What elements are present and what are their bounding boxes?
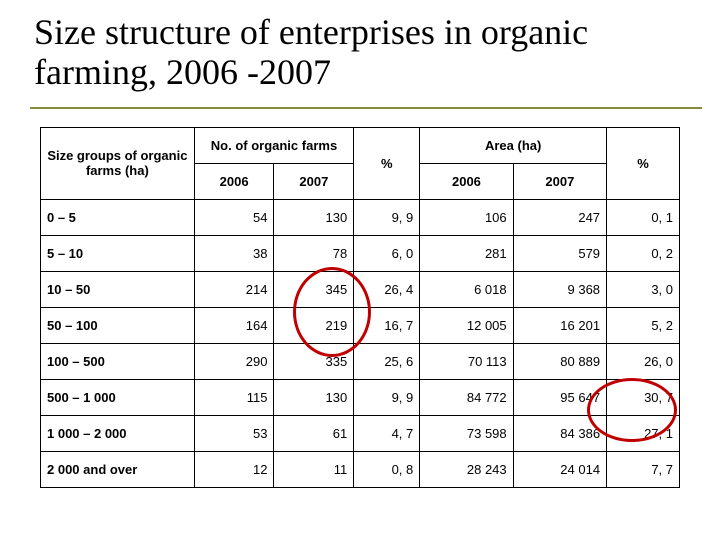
title-area: Size structure of enterprises in organic… <box>0 0 720 99</box>
cell: 290 <box>194 343 274 379</box>
table-row: 0 – 5 54 130 9, 9 106 247 0, 1 <box>41 199 680 235</box>
cell: 9 368 <box>513 271 606 307</box>
cell: 80 889 <box>513 343 606 379</box>
th-f2007: 2007 <box>274 163 354 199</box>
table-row: 50 – 100 164 219 16, 7 12 005 16 201 5, … <box>41 307 680 343</box>
th-no-farms: No. of organic farms <box>194 127 353 163</box>
table-row: 5 – 10 38 78 6, 0 281 579 0, 2 <box>41 235 680 271</box>
cell: 30, 7 <box>607 379 680 415</box>
cell: 130 <box>274 379 354 415</box>
cell-label: 2 000 and over <box>41 451 195 487</box>
cell: 24 014 <box>513 451 606 487</box>
cell: 3, 0 <box>607 271 680 307</box>
cell: 70 113 <box>420 343 513 379</box>
table-row: 100 – 500 290 335 25, 6 70 113 80 889 26… <box>41 343 680 379</box>
cell: 16 201 <box>513 307 606 343</box>
cell: 12 005 <box>420 307 513 343</box>
data-table: Size groups of organic farms (ha) No. of… <box>40 127 680 488</box>
cell: 247 <box>513 199 606 235</box>
cell-label: 100 – 500 <box>41 343 195 379</box>
cell: 12 <box>194 451 274 487</box>
th-area: Area (ha) <box>420 127 607 163</box>
cell: 214 <box>194 271 274 307</box>
slide-title: Size structure of enterprises in organic… <box>34 12 692 93</box>
cell: 164 <box>194 307 274 343</box>
th-a2006: 2006 <box>420 163 513 199</box>
cell: 11 <box>274 451 354 487</box>
cell: 38 <box>194 235 274 271</box>
th-a2007: 2007 <box>513 163 606 199</box>
header-row-1: Size groups of organic farms (ha) No. of… <box>41 127 680 163</box>
cell: 6 018 <box>420 271 513 307</box>
cell: 130 <box>274 199 354 235</box>
cell-label: 5 – 10 <box>41 235 195 271</box>
cell: 26, 4 <box>354 271 420 307</box>
slide: { "title": "Size structure of enterprise… <box>0 0 720 540</box>
cell-label: 1 000 – 2 000 <box>41 415 195 451</box>
cell: 9, 9 <box>354 199 420 235</box>
cell: 28 243 <box>420 451 513 487</box>
cell: 84 772 <box>420 379 513 415</box>
cell: 0, 2 <box>607 235 680 271</box>
table-row: 2 000 and over 12 11 0, 8 28 243 24 014 … <box>41 451 680 487</box>
table-row: 500 – 1 000 115 130 9, 9 84 772 95 647 3… <box>41 379 680 415</box>
cell: 219 <box>274 307 354 343</box>
th-size-groups: Size groups of organic farms (ha) <box>41 127 195 199</box>
table-row: 10 – 50 214 345 26, 4 6 018 9 368 3, 0 <box>41 271 680 307</box>
cell: 345 <box>274 271 354 307</box>
cell: 7, 7 <box>607 451 680 487</box>
table-container: Size groups of organic farms (ha) No. of… <box>0 109 720 488</box>
cell: 4, 7 <box>354 415 420 451</box>
cell: 9, 9 <box>354 379 420 415</box>
th-pct-1: % <box>354 127 420 199</box>
cell: 78 <box>274 235 354 271</box>
cell: 61 <box>274 415 354 451</box>
cell: 84 386 <box>513 415 606 451</box>
th-f2006: 2006 <box>194 163 274 199</box>
cell: 335 <box>274 343 354 379</box>
cell: 54 <box>194 199 274 235</box>
cell: 6, 0 <box>354 235 420 271</box>
cell-label: 10 – 50 <box>41 271 195 307</box>
cell: 95 647 <box>513 379 606 415</box>
cell-label: 50 – 100 <box>41 307 195 343</box>
cell: 579 <box>513 235 606 271</box>
cell: 106 <box>420 199 513 235</box>
cell: 5, 2 <box>607 307 680 343</box>
table-row: 1 000 – 2 000 53 61 4, 7 73 598 84 386 2… <box>41 415 680 451</box>
th-pct-2: % <box>607 127 680 199</box>
cell-label: 500 – 1 000 <box>41 379 195 415</box>
table-body: 0 – 5 54 130 9, 9 106 247 0, 1 5 – 10 38… <box>41 199 680 487</box>
cell: 26, 0 <box>607 343 680 379</box>
cell: 281 <box>420 235 513 271</box>
cell: 73 598 <box>420 415 513 451</box>
cell: 0, 8 <box>354 451 420 487</box>
cell-label: 0 – 5 <box>41 199 195 235</box>
cell: 16, 7 <box>354 307 420 343</box>
cell: 25, 6 <box>354 343 420 379</box>
cell: 53 <box>194 415 274 451</box>
cell: 0, 1 <box>607 199 680 235</box>
cell: 115 <box>194 379 274 415</box>
cell: 27, 1 <box>607 415 680 451</box>
